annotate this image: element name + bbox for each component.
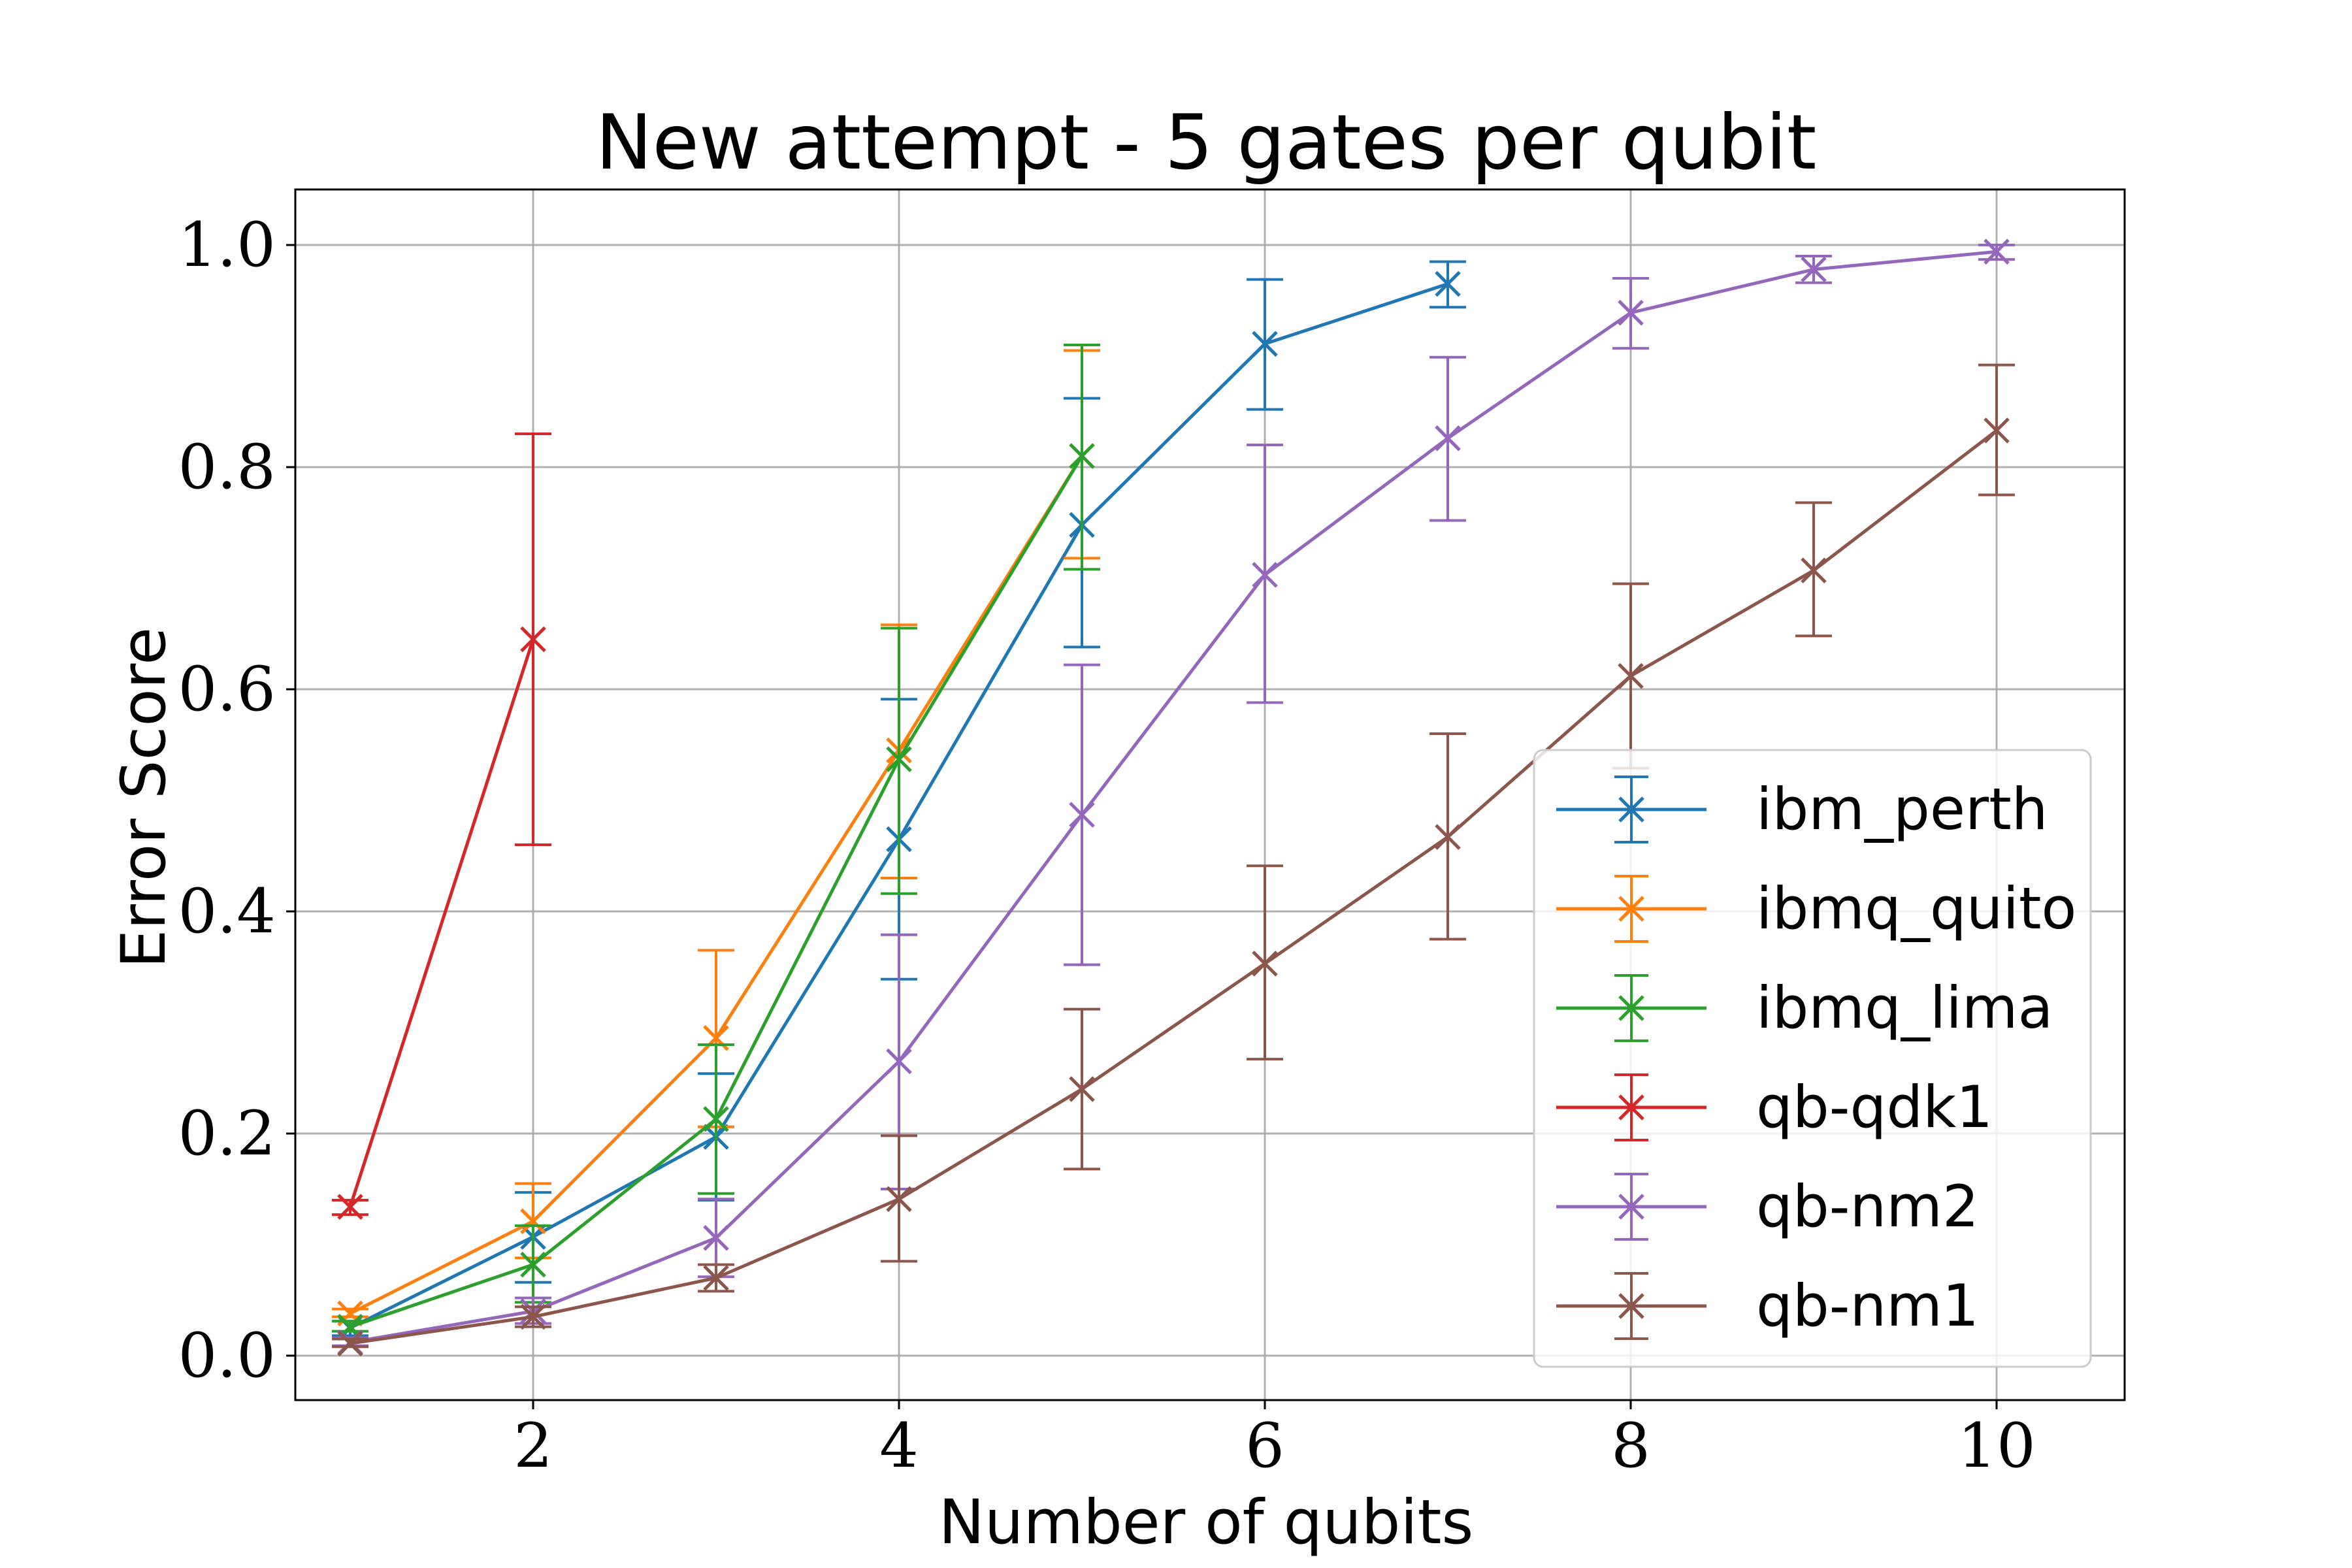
marker-stroke xyxy=(1801,557,1827,583)
data-point-marker xyxy=(520,626,546,653)
marker-stroke xyxy=(1618,299,1644,326)
y-tick-label: 1.0 xyxy=(178,210,276,281)
y-tick-label: 0.2 xyxy=(178,1098,276,1169)
x-axis-label: Number of qubits xyxy=(939,1487,1474,1558)
data-point-marker xyxy=(520,1208,546,1235)
data-point-marker xyxy=(703,1106,729,1132)
marker-stroke xyxy=(703,1106,729,1132)
legend-marker xyxy=(1618,896,1644,922)
marker-stroke xyxy=(1252,331,1278,357)
series-line xyxy=(350,250,1997,1345)
data-point-marker xyxy=(886,1048,912,1075)
marker-stroke xyxy=(520,1208,546,1235)
legend-item-ibmq_lima: ibmq_lima xyxy=(1556,974,2053,1042)
chart-title: New attempt - 5 gates per qubit xyxy=(596,99,1817,187)
legend-item-ibm_perth: ibm_perth xyxy=(1556,776,2048,843)
legend-marker xyxy=(1618,995,1644,1021)
data-point-marker xyxy=(1252,331,1278,357)
data-point-marker xyxy=(703,1225,729,1251)
marker-stroke xyxy=(1069,802,1095,828)
data-point-marker xyxy=(520,1303,546,1330)
y-axis-label: Error Score xyxy=(108,627,180,968)
data-point-marker xyxy=(337,1194,363,1220)
data-point-marker xyxy=(1069,443,1095,469)
data-point-marker xyxy=(1984,238,2010,265)
marker-stroke xyxy=(703,1225,729,1251)
marker-stroke xyxy=(1435,824,1461,850)
legend-item-qb-nm2: qb-nm2 xyxy=(1556,1173,1979,1241)
legend-label: qb-qdk1 xyxy=(1756,1073,1993,1141)
legend-marker xyxy=(1618,1194,1644,1220)
data-point-marker xyxy=(1618,662,1644,689)
marker-stroke xyxy=(1801,256,1827,283)
marker-stroke xyxy=(886,746,912,772)
marker-stroke xyxy=(1069,1076,1095,1102)
y-tick-label: 0.8 xyxy=(178,432,276,503)
marker-stroke xyxy=(886,1186,912,1213)
legend-marker xyxy=(1618,796,1644,823)
marker-stroke xyxy=(1435,425,1461,451)
y-tick-label: 0.6 xyxy=(178,654,276,725)
x-tick-label: 6 xyxy=(1245,1411,1284,1482)
x-tick-label: 2 xyxy=(514,1411,553,1482)
marker-stroke xyxy=(1618,662,1644,689)
x-tick-label: 4 xyxy=(879,1411,919,1482)
data-point-marker xyxy=(1069,1076,1095,1102)
data-point-marker xyxy=(520,1251,546,1278)
legend-label: qb-nm2 xyxy=(1756,1173,1979,1240)
data-point-marker xyxy=(337,1330,363,1357)
data-point-marker xyxy=(1435,425,1461,451)
marker-stroke xyxy=(1252,951,1278,977)
marker-stroke xyxy=(1984,238,2010,265)
axis-ticks: 2 4 6 8 10 0.0 0.2 0.4 0.6 0.8 1.0 xyxy=(178,210,2036,1482)
data-point-marker xyxy=(1435,824,1461,850)
x-tick-label: 8 xyxy=(1611,1411,1650,1482)
legend-label: qb-nm1 xyxy=(1756,1272,1979,1339)
legend-item-ibmq_quito: ibmq_quito xyxy=(1556,875,2076,943)
marker-stroke xyxy=(703,1265,729,1291)
marker-stroke xyxy=(337,1330,363,1357)
data-point-marker xyxy=(1252,951,1278,977)
marker-stroke xyxy=(1984,417,2010,444)
legend-label: ibmq_lima xyxy=(1756,974,2053,1041)
data-point-marker xyxy=(1801,256,1827,283)
y-tick-label: 0.0 xyxy=(178,1320,276,1392)
series-ibmq_lima xyxy=(332,344,1100,1340)
legend: ibm_perth ibmq_quito ibmq_lima qb-qdk1 qb-nm… xyxy=(1533,749,2092,1368)
marker-stroke xyxy=(520,1303,546,1330)
legend-item-qb-qdk1: qb-qdk1 xyxy=(1556,1073,1993,1141)
marker-stroke xyxy=(520,626,546,653)
legend-box xyxy=(1533,749,2092,1368)
legend-item-qb-nm1: qb-nm1 xyxy=(1556,1272,1979,1340)
data-point-marker xyxy=(1618,299,1644,326)
marker-stroke xyxy=(1435,270,1461,297)
series-qb-nm1 xyxy=(332,363,2015,1357)
marker-stroke xyxy=(337,1194,363,1220)
legend-marker xyxy=(1618,1293,1644,1319)
series-line xyxy=(350,429,1998,1345)
plot-frame xyxy=(294,188,2126,1401)
data-point-marker xyxy=(1984,417,2010,444)
data-point-marker xyxy=(1801,557,1827,583)
legend-marker xyxy=(1618,1094,1644,1120)
series-layer xyxy=(332,238,2015,1357)
data-point-marker xyxy=(886,746,912,772)
x-tick-label: 10 xyxy=(1957,1411,2036,1482)
legend-label: ibm_perth xyxy=(1756,776,2048,843)
marker-stroke xyxy=(1252,562,1278,588)
series-line xyxy=(348,638,535,1207)
data-point-marker xyxy=(886,1186,912,1213)
y-tick-label: 0.4 xyxy=(178,876,276,947)
legend-label: ibmq_quito xyxy=(1756,875,2076,942)
data-point-marker xyxy=(1435,270,1461,297)
marker-stroke xyxy=(886,1048,912,1075)
data-point-marker xyxy=(1069,802,1095,828)
marker-stroke xyxy=(1069,443,1095,469)
series-qb-qdk1 xyxy=(332,433,551,1220)
data-point-marker xyxy=(703,1265,729,1291)
marker-stroke xyxy=(520,1251,546,1278)
data-point-marker xyxy=(1252,562,1278,588)
